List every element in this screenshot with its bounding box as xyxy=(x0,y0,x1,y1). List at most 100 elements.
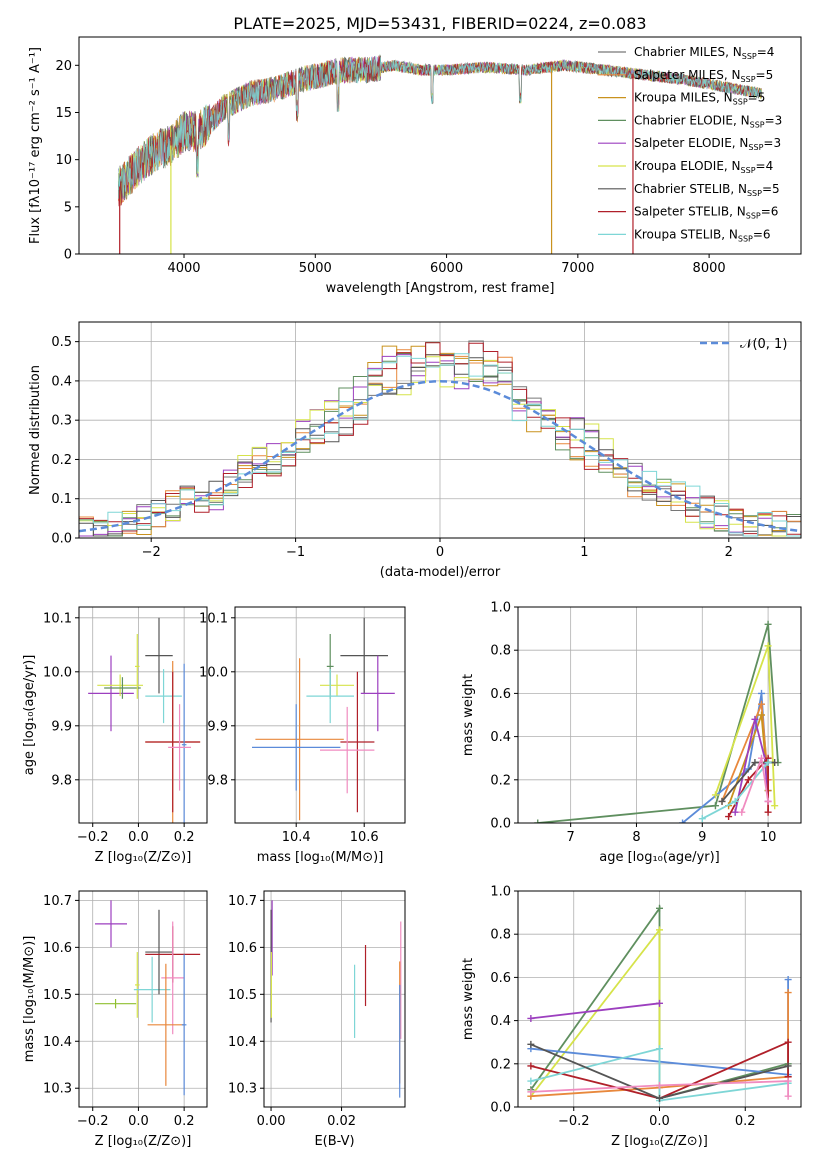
legend-label-value: =4 xyxy=(756,159,774,173)
errorbar-point xyxy=(181,663,187,823)
mass-weight-marker xyxy=(527,1088,535,1096)
axes-frame xyxy=(78,36,802,255)
y-tick-label: 10.1 xyxy=(199,611,228,626)
x-axis-label: (data-model)/error xyxy=(380,565,501,580)
y-tick-label: 10.3 xyxy=(43,1082,72,1097)
mass-weight-marker xyxy=(771,802,779,810)
x-tick-label: 7 xyxy=(567,830,575,845)
mass-weight-marker xyxy=(656,1094,663,1102)
y-tick-label: 10.0 xyxy=(43,665,72,680)
x-tick-label: 8000 xyxy=(693,261,726,276)
y-tick-label: 0.0 xyxy=(490,817,511,832)
mass-weight-marker xyxy=(725,813,733,821)
errorbar-point xyxy=(320,706,375,794)
legend-label-main: Kroupa ELODIE, N xyxy=(634,159,741,173)
x-axis-label: Z [log₁₀(Z/Z⊙)] xyxy=(95,1134,192,1149)
y-axis-label: mass [log₁₀(M/M⊙)] xyxy=(22,936,37,1063)
mass-weight-marker xyxy=(527,1040,535,1048)
y-tick-label: 0.6 xyxy=(490,687,511,702)
y-tick-label: 10.3 xyxy=(228,1082,257,1097)
plot-area xyxy=(117,54,763,254)
y-tick-label: 0.5 xyxy=(51,335,72,350)
axes-frame xyxy=(234,606,406,824)
y-tick-label: 0.2 xyxy=(490,1057,511,1072)
legend-label-value: =3 xyxy=(765,113,783,127)
panel-massweight-vs-Z: −0.2 0.0 0.2 0.0 0.2 0.4 0.6 0.8 1.0 Z [log₁₀(Z/Z… xyxy=(461,885,802,1149)
y-tick-label: 0 xyxy=(64,248,72,263)
x-tick-label: 7000 xyxy=(561,261,594,276)
legend-label: Salpeter MILES, NSSP=5 xyxy=(634,68,773,84)
plot-area xyxy=(264,891,405,1107)
mass-weight-line xyxy=(537,624,779,823)
mass-weight-marker xyxy=(698,815,706,823)
mass-weight-line xyxy=(530,927,661,1099)
x-tick-label: 10 xyxy=(760,830,777,845)
legend-label-value: =5 xyxy=(748,91,766,105)
figure-title: PLATE=2025, MJD=53431, FIBERID=0224, z=0… xyxy=(233,14,646,33)
y-axis-label: mass weight xyxy=(461,674,476,756)
errorbar-point xyxy=(252,704,341,791)
y-tick-label: 9.9 xyxy=(207,719,228,734)
x-tick-label: 6000 xyxy=(430,261,463,276)
errorbar-point xyxy=(104,677,141,699)
legend-label: Chabrier MILES, NSSP=4 xyxy=(634,45,774,61)
x-tick-label: 0.00 xyxy=(257,1114,286,1129)
y-tick-label: 0.4 xyxy=(490,1014,511,1029)
panel-mass-vs-EBV: 0.00 0.02 10.3 10.4 10.5 10.6 10.7 E(B-V) xyxy=(228,890,406,1149)
errorbar-point xyxy=(320,674,354,697)
legend-label: Chabrier STELIB, NSSP=5 xyxy=(634,182,780,198)
y-tick-label: 0.1 xyxy=(51,492,72,507)
mass-weight-marker xyxy=(656,1081,663,1089)
y-tick-label: 10.6 xyxy=(228,941,257,956)
legend-label-sub: SSP xyxy=(741,166,756,175)
y-tick-label: 1.0 xyxy=(490,885,511,900)
legend-label-main: Chabrier STELIB, N xyxy=(634,182,747,196)
plot-area xyxy=(235,607,405,823)
errorbar-point xyxy=(181,954,187,1096)
x-tick-label: 0.0 xyxy=(128,830,149,845)
x-axis-label: mass [log₁₀(M/M⊙)] xyxy=(257,850,384,865)
legend-label-main: Salpeter ELODIE, N xyxy=(634,136,748,150)
legend-label: Chabrier ELODIE, NSSP=3 xyxy=(634,113,782,129)
legend-label-sub: SSP xyxy=(733,98,748,107)
x-tick-label: 2 xyxy=(725,545,733,560)
y-tick-label: 0.4 xyxy=(51,374,72,389)
y-tick-label: 10.6 xyxy=(43,941,72,956)
mass-weight-marker xyxy=(784,1077,792,1085)
errorbar-point xyxy=(88,655,134,732)
mass-weight-marker xyxy=(764,620,772,628)
legend-label-value: =6 xyxy=(753,227,771,241)
x-tick-label: 5000 xyxy=(299,261,332,276)
errorbar-point xyxy=(95,999,137,1009)
y-axis-label: Flux [fλ10⁻¹⁷ erg cm⁻² s⁻¹ A⁻¹] xyxy=(28,47,43,244)
x-axis-label: Z [log₁₀(Z/Z⊙)] xyxy=(95,850,192,865)
y-tick-label: 20 xyxy=(55,59,72,74)
legend-label-main: Salpeter MILES, N xyxy=(634,68,741,82)
y-tick-label: 10.4 xyxy=(228,1035,257,1050)
x-axis-label: E(B-V) xyxy=(314,1134,354,1149)
y-tick-label: 10.7 xyxy=(228,894,257,909)
legend-label-value: =5 xyxy=(762,182,780,196)
legend-label-sub: SSP xyxy=(750,120,765,129)
y-tick-label: 10 xyxy=(55,153,72,168)
errorbar-point xyxy=(161,921,185,1035)
legend-label-sub: SSP xyxy=(738,234,753,243)
mass-weight-marker xyxy=(751,715,759,723)
mass-weight-marker xyxy=(784,1038,792,1046)
y-tick-label: 0.0 xyxy=(490,1101,511,1116)
x-tick-label: 0.02 xyxy=(327,1114,356,1129)
axes-frame xyxy=(517,890,802,1108)
mass-weight-marker xyxy=(718,797,726,805)
mass-weight-marker xyxy=(656,926,663,934)
mass-weight-marker xyxy=(758,754,766,762)
mass-weight-marker xyxy=(711,791,719,799)
y-tick-label: 0.2 xyxy=(51,453,72,468)
errorbar-point xyxy=(145,617,173,694)
x-tick-label: 4000 xyxy=(167,261,200,276)
panel-residuals: −2 −1 0 1 2 0.0 0.1 0.2 0.3 0.4 0.5 (data-model)/er… xyxy=(28,321,802,580)
y-tick-label: 10.4 xyxy=(43,1035,72,1050)
x-tick-label: 0.2 xyxy=(174,830,195,845)
